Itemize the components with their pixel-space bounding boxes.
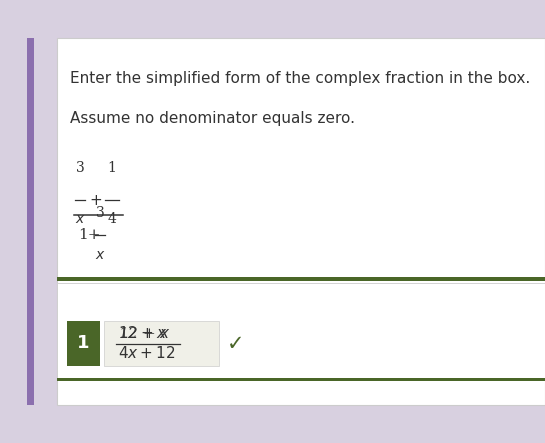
Bar <box>27 38 34 405</box>
Text: 12 + $x$: 12 + $x$ <box>118 326 171 341</box>
Text: $x$: $x$ <box>95 248 105 262</box>
Text: Assume no denominator equals zero.: Assume no denominator equals zero. <box>70 111 355 126</box>
Bar <box>57 277 545 281</box>
Text: ✓: ✓ <box>227 334 245 354</box>
Text: +: + <box>89 193 102 207</box>
Text: 1: 1 <box>107 161 117 175</box>
Bar <box>104 321 219 366</box>
Text: $x$: $x$ <box>75 212 86 226</box>
Text: 4: 4 <box>107 212 117 226</box>
Text: 1: 1 <box>77 334 90 353</box>
Bar <box>57 38 545 405</box>
Bar <box>67 321 100 366</box>
Bar <box>57 283 545 378</box>
Text: Enter the simplified form of the complex fraction in the box.: Enter the simplified form of the complex… <box>70 71 530 86</box>
Text: 1+: 1+ <box>78 228 100 242</box>
Text: $4x + 12$: $4x + 12$ <box>118 346 175 361</box>
Text: $12 + x$: $12 + x$ <box>118 326 167 342</box>
Text: 3: 3 <box>95 206 105 220</box>
Bar <box>57 378 545 381</box>
Text: 3: 3 <box>76 161 84 175</box>
